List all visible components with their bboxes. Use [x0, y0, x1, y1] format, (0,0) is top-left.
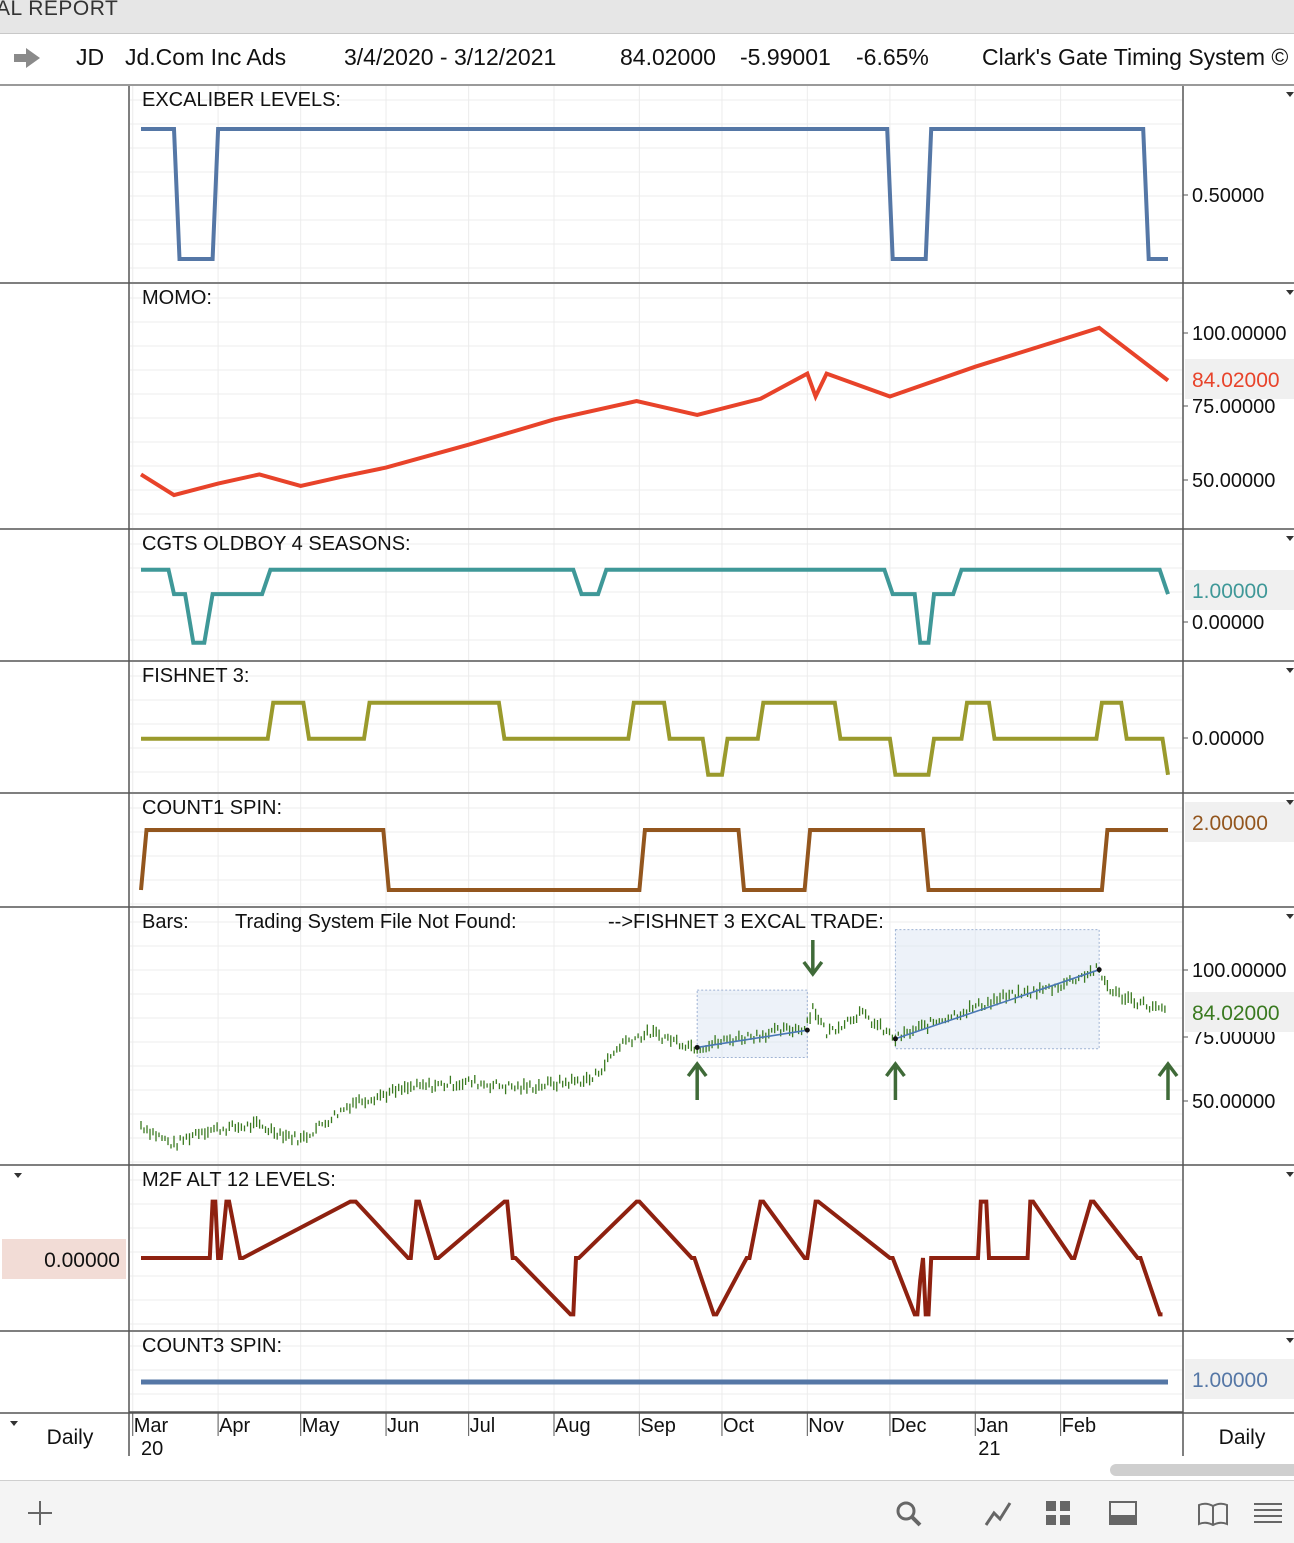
trade-trendline [697, 1029, 808, 1049]
trade-exit-dot [804, 1027, 810, 1033]
month-label: Jul [470, 1415, 496, 1437]
buy-arrow-icon [885, 1061, 906, 1100]
last-value-badge [1185, 1359, 1294, 1399]
horizontal-scrollbar[interactable] [1110, 1464, 1294, 1476]
price-bars-ytick-label: 50.00000 [1192, 1091, 1275, 1113]
trade-entry-dot [694, 1044, 700, 1050]
last-value-badge [2, 1239, 126, 1279]
month-label: Jan [976, 1415, 1008, 1437]
count1-spin-last-value: 2.00000 [1192, 812, 1268, 835]
price-bars-title: Bars: [142, 911, 189, 933]
count1-spin-title: COUNT1 SPIN: [142, 797, 282, 819]
chevron-down-icon[interactable] [1286, 92, 1294, 97]
last-value-badge [1185, 359, 1294, 399]
fishnet-ytick-label: 0.00000 [1192, 728, 1264, 750]
price-bars-ytick-label: 100.00000 [1192, 960, 1287, 982]
price-change-pct: -6.65% [856, 44, 929, 70]
oldboy-series [141, 567, 1170, 645]
month-label: Apr [219, 1415, 250, 1437]
excaliber-levels-series [141, 127, 1168, 261]
price-bars-last-value: 84.02000 [1192, 1002, 1280, 1025]
bottom-toolbar [0, 1480, 1294, 1543]
m2f-alt-title: M2F ALT 12 LEVELS: [142, 1169, 336, 1191]
momo-last-value: 84.02000 [1192, 369, 1280, 392]
fishnet-title: FISHNET 3: [142, 665, 249, 687]
chevron-down-icon[interactable] [1286, 290, 1294, 295]
last-price: 84.02000 [620, 44, 716, 70]
momo-ytick-label: 100.00000 [1192, 323, 1287, 345]
symbol-info-bar: JD Jd.Com Inc Ads 3/4/2020 - 3/12/2021 8… [0, 34, 1294, 86]
last-value-badge [1185, 570, 1294, 610]
month-label: Jun [387, 1415, 419, 1437]
chevron-down-icon[interactable] [14, 1173, 22, 1178]
legend-trading-system: Trading System File Not Found: [235, 911, 517, 933]
symbol-ticker[interactable]: JD [76, 44, 105, 70]
m2f-alt-series [141, 1199, 1163, 1317]
month-label: Oct [723, 1415, 755, 1437]
buy-arrow-icon [1157, 1061, 1179, 1100]
sell-arrow-icon [802, 940, 824, 977]
month-label: May [302, 1415, 340, 1437]
trade-trendline [895, 968, 1100, 1040]
trade-box [696, 989, 808, 1058]
excaliber-levels-title: EXCALIBER LEVELS: [142, 89, 341, 111]
last-value-badge [1185, 992, 1294, 1032]
month-label: Nov [808, 1415, 844, 1437]
line-chart-icon[interactable] [980, 1495, 1016, 1531]
month-label: Dec [891, 1415, 927, 1437]
book-icon[interactable] [1195, 1495, 1231, 1531]
search-icon[interactable] [890, 1495, 926, 1531]
chart-area[interactable]: EXCALIBER LEVELS: 0.50000 MOMO: 100.00000 75… [0, 0, 1294, 1480]
period-dropdown-icon[interactable] [10, 1421, 18, 1426]
date-range: 3/4/2020 - 3/12/2021 [344, 44, 557, 70]
count3-spin-last-value: 1.00000 [1192, 1369, 1268, 1392]
oldboy-last-value: 1.00000 [1192, 580, 1268, 603]
month-label: Feb [1062, 1415, 1096, 1437]
chevron-down-icon[interactable] [1286, 536, 1294, 541]
count1-spin-series [139, 828, 1168, 892]
year-label: 20 [141, 1438, 163, 1460]
year-label: 21 [978, 1438, 1000, 1460]
price-bars-series [140, 963, 1166, 1151]
count3-spin-title: COUNT3 SPIN: [142, 1335, 282, 1357]
momo-series [139, 325, 1170, 498]
last-value-badge [1185, 802, 1294, 842]
price-bars-ytick-label: 75.00000 [1192, 1027, 1275, 1049]
momo-ytick-label: 50.00000 [1192, 470, 1275, 492]
grid-icon[interactable] [1040, 1495, 1076, 1531]
fishnet-series [141, 700, 1170, 777]
trade-exit-dot [1096, 967, 1102, 973]
buy-arrow-icon [686, 1061, 708, 1100]
system-name: Clark's Gate Timing System © [982, 44, 1289, 70]
excaliber-levels-ytick-label: 0.50000 [1192, 185, 1264, 207]
month-label: Sep [640, 1415, 676, 1437]
price-change: -5.99001 [740, 44, 831, 70]
momo-ytick-label: 75.00000 [1192, 396, 1275, 418]
legend-fishnet-trade: -->FISHNET 3 EXCAL TRADE: [608, 911, 884, 933]
symbol-name: Jd.Com Inc Ads [125, 44, 287, 70]
add-icon[interactable] [22, 1495, 58, 1531]
trade-box [894, 929, 1100, 1050]
window-title-bar: AL REPORT [0, 0, 1294, 34]
menu-icon[interactable] [1250, 1495, 1286, 1531]
trade-entry-dot [892, 1036, 898, 1042]
chevron-down-icon[interactable] [1286, 800, 1294, 805]
month-label: Aug [555, 1415, 591, 1437]
momo-title: MOMO: [142, 287, 212, 309]
month-label: Mar [134, 1415, 169, 1437]
period-label-right: Daily [1219, 1426, 1266, 1449]
m2f-alt-last-value: 0.00000 [44, 1249, 120, 1272]
oldboy-title: CGTS OLDBOY 4 SEASONS: [142, 533, 411, 555]
arrow-right-icon[interactable] [12, 46, 42, 70]
oldboy-ytick-label: 0.00000 [1192, 612, 1264, 634]
panel-icon[interactable] [1105, 1495, 1141, 1531]
chevron-down-icon[interactable] [1286, 1172, 1294, 1177]
period-label-left: Daily [47, 1426, 94, 1449]
chevron-down-icon[interactable] [1286, 914, 1294, 919]
chevron-down-icon[interactable] [1286, 668, 1294, 673]
chevron-down-icon[interactable] [1286, 1338, 1294, 1343]
window-title: AL REPORT [0, 0, 119, 20]
